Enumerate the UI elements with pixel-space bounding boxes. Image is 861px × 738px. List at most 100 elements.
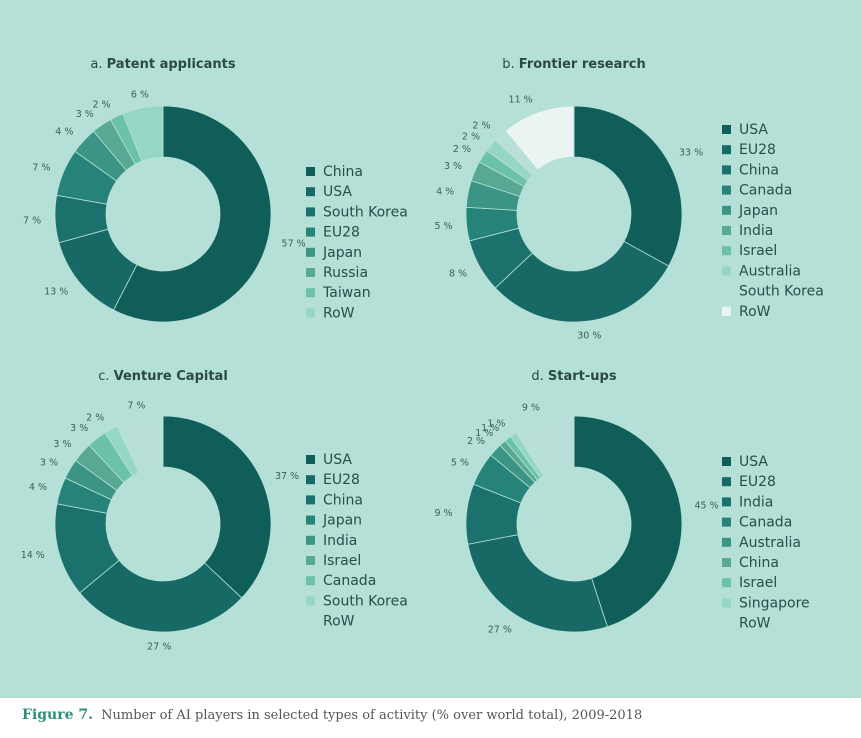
legend-swatch	[722, 517, 731, 527]
legend-label: India	[739, 494, 773, 510]
legend-label: Canada	[739, 183, 792, 199]
donut-slice	[573, 415, 683, 628]
slice-label: 3 %	[53, 439, 71, 450]
legend-swatch	[306, 455, 315, 464]
donut-slice	[162, 415, 272, 599]
legend-swatch	[722, 205, 731, 215]
slice-label: 33 %	[679, 147, 703, 158]
slice-label: 45 %	[694, 500, 718, 511]
slice-label: 11 %	[509, 95, 533, 106]
slice-label: 37 %	[275, 471, 299, 482]
slice-label: 1 %	[487, 419, 505, 430]
legend-label: Taiwan	[322, 285, 371, 301]
legend-swatch	[722, 477, 731, 487]
slice-label: 2 %	[92, 99, 110, 110]
donut-slice	[116, 415, 164, 473]
slice-label: 27 %	[488, 625, 512, 636]
legend-swatch	[722, 165, 731, 175]
legend-swatch	[306, 576, 315, 586]
legend-swatch	[722, 598, 731, 608]
legend-label: South Korea	[323, 204, 408, 220]
slice-label: 13 %	[44, 286, 68, 297]
legend-swatch	[306, 268, 315, 277]
legend-label: EU28	[739, 142, 776, 158]
slice-label: 4 %	[436, 187, 454, 198]
legend-label: Japan	[322, 245, 362, 261]
legend-swatch	[306, 207, 315, 217]
legend-swatch	[306, 495, 315, 505]
legend-swatch	[722, 185, 731, 195]
slice-label: 6 %	[131, 90, 149, 101]
legend-swatch	[306, 596, 315, 606]
slice-label: 9 %	[434, 508, 452, 519]
slice-label: 3 %	[444, 161, 462, 172]
slice-label: 9 %	[522, 402, 540, 413]
slice-label: 4 %	[29, 482, 47, 493]
legend-label: RoW	[323, 614, 355, 630]
legend-swatch	[722, 578, 731, 588]
chart-title: d. Start-ups	[531, 369, 616, 384]
legend-swatch	[306, 227, 315, 237]
legend-swatch	[306, 556, 315, 565]
legend-swatch	[722, 558, 731, 567]
slice-label: 2 %	[472, 121, 490, 132]
chart-title: c. Venture Capital	[98, 369, 228, 384]
legend-swatch	[722, 125, 731, 134]
legend-label: China	[323, 492, 363, 508]
legend-label: China	[739, 555, 779, 571]
legend-swatch	[306, 308, 315, 318]
donut-slice	[467, 534, 608, 633]
legend-label: RoW	[323, 305, 355, 321]
legend-label: Russia	[323, 265, 368, 281]
legend-label: Japan	[738, 203, 778, 219]
slice-label: 14 %	[21, 550, 45, 561]
legend-label: USA	[739, 122, 768, 138]
slice-label: 7 %	[32, 162, 50, 173]
slice-label: 3 %	[76, 109, 94, 120]
slice-label: 3 %	[40, 457, 58, 468]
legend-label: India	[323, 533, 357, 549]
slice-label: 57 %	[282, 238, 306, 249]
chart-c: c. Venture Capital 37 % USA 27 % EU28 14 % Chi…	[21, 369, 408, 652]
slice-label: 2 %	[453, 144, 471, 155]
legend-swatch	[306, 616, 315, 626]
slice-label: 7 %	[23, 215, 41, 226]
legend-swatch	[722, 537, 731, 547]
legend-label: Australia	[739, 263, 801, 279]
legend-swatch	[306, 515, 315, 525]
chart-title: a. Patent applicants	[90, 57, 235, 72]
donut-slice	[79, 559, 243, 633]
legend-label: South Korea	[323, 593, 408, 609]
slice-label: 2 %	[467, 436, 485, 447]
legend-swatch	[306, 475, 315, 485]
legend-swatch	[722, 457, 731, 466]
legend-swatch	[722, 145, 731, 155]
slice-label: 4 %	[55, 127, 73, 138]
caption-text: Number of AI players in selected types o…	[101, 708, 643, 723]
legend-swatch	[306, 535, 315, 545]
legend-swatch	[722, 306, 731, 316]
legend-swatch	[306, 167, 315, 176]
legend-label: USA	[323, 184, 352, 200]
legend-swatch	[722, 226, 731, 235]
donut-slice	[504, 105, 575, 171]
chart-a: a. Patent applicants 57 % China 13 % USA 7 % S…	[23, 57, 408, 323]
chart-title: b. Frontier research	[502, 57, 646, 72]
slice-label: 1 %	[481, 423, 499, 434]
legend-label: Israel	[739, 575, 777, 591]
legend-swatch	[722, 246, 731, 256]
slice-label: 2 %	[462, 132, 480, 143]
legend-label: USA	[739, 454, 768, 470]
legend-label: EU28	[739, 474, 776, 490]
chart-b: b. Frontier research 33 % USA 30 % EU28 8 % Ch…	[434, 57, 823, 342]
legend-label: Canada	[739, 515, 792, 531]
legend-swatch	[306, 288, 315, 298]
figure-panel: a. Patent applicants 57 % China 13 % USA 7 % S…	[0, 0, 861, 698]
chart-d: d. Start-ups 45 % USA 27 % EU28 9 % India 5 % Ca…	[434, 369, 809, 636]
slice-label: 5 %	[434, 221, 452, 232]
slice-label: 3 %	[70, 423, 88, 434]
legend-label: Israel	[323, 553, 361, 569]
donut-slice	[112, 105, 272, 323]
legend-label: India	[739, 223, 773, 239]
legend-label: Israel	[739, 243, 777, 259]
